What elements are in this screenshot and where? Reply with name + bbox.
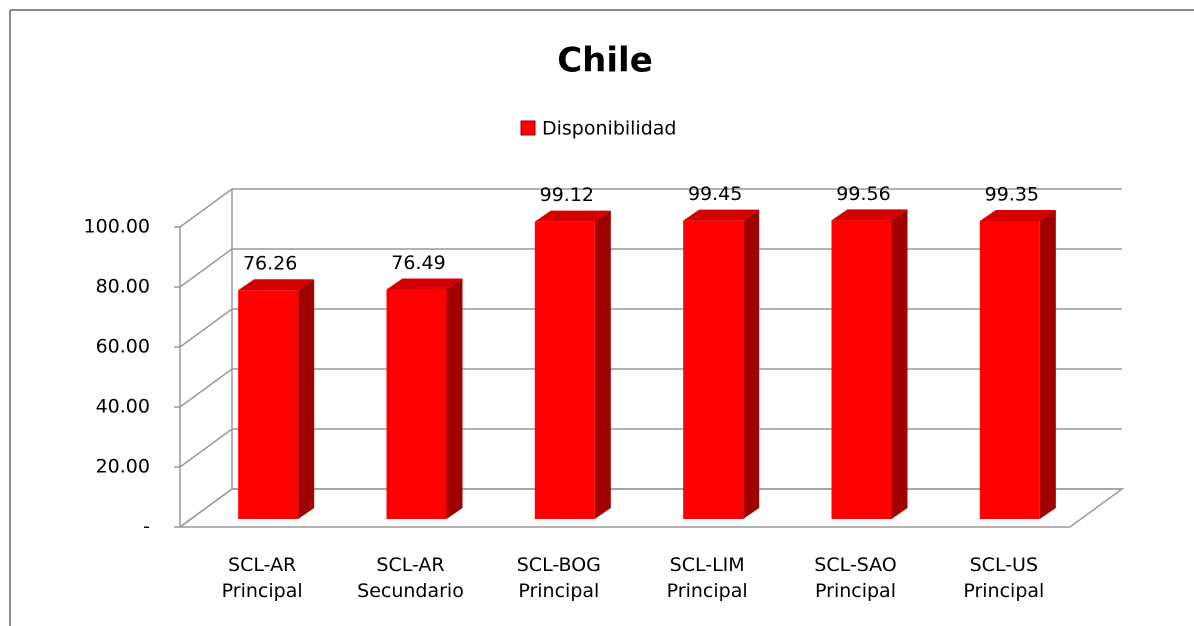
y-tick-label: 40.00 (96, 396, 150, 418)
bar (683, 220, 744, 519)
bar (386, 289, 447, 519)
bar-top (831, 209, 908, 221)
grid-line (179, 248, 233, 288)
y-tick-label: 20.00 (96, 456, 150, 478)
bar-top (683, 209, 760, 221)
bar (534, 221, 595, 519)
legend-swatch (520, 120, 536, 136)
y-tick-label: 60.00 (96, 336, 150, 358)
x-tick-label: SCL-SAO Principal (814, 554, 897, 602)
grid-line (179, 188, 233, 228)
x-tick-label: SCL-AR Principal (221, 554, 303, 602)
bar (238, 290, 299, 519)
bar-top (979, 209, 1056, 221)
x-tick-label: SCL-AR Secundario (357, 554, 464, 602)
grid-line (179, 488, 233, 528)
value-label: 99.35 (985, 183, 1039, 205)
bar-side (298, 279, 315, 519)
value-label: 99.12 (540, 184, 594, 206)
legend-label: Disponibilidad (542, 118, 676, 140)
bar (979, 220, 1040, 519)
bar-top (238, 279, 315, 291)
bar-side (1039, 209, 1056, 519)
grid-line (179, 308, 233, 348)
y-tick-label: 80.00 (96, 276, 150, 298)
chart-title: Chile (557, 41, 653, 81)
x-tick-label: SCL-US Principal (963, 554, 1045, 602)
bar (831, 220, 892, 519)
bar-side (743, 209, 760, 519)
value-label: 76.26 (243, 253, 297, 275)
bar-side (446, 278, 463, 519)
y-tick-label: - (143, 516, 150, 538)
bar-top (534, 210, 611, 222)
bar-side (594, 210, 611, 519)
value-label: 99.56 (836, 183, 890, 205)
grid-line (179, 368, 233, 408)
grid-line (179, 428, 233, 468)
x-tick-label: SCL-BOG Principal (516, 554, 601, 602)
bar-side (891, 209, 908, 519)
y-tick-label: 100.00 (84, 216, 150, 238)
value-label: 99.45 (688, 183, 742, 205)
value-label: 76.49 (391, 252, 445, 274)
bar-top (386, 278, 463, 290)
x-tick-label: SCL-LIM Principal (666, 554, 748, 602)
